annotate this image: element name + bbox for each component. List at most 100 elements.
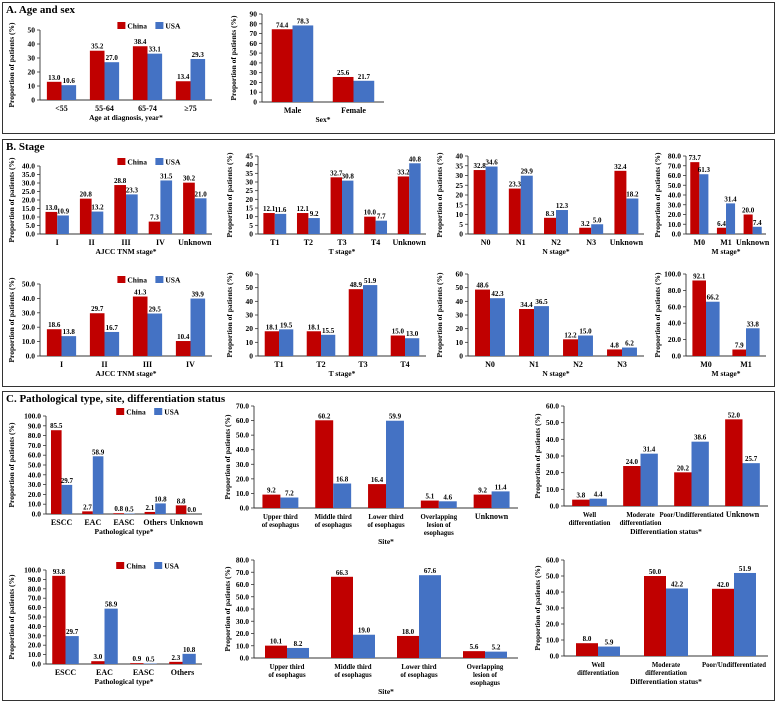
y-tick-label: 10 [456,210,464,219]
bar-china [390,335,405,356]
x-tick-label: II [88,238,94,247]
data-label: 34.4 [520,301,533,309]
bar-usa [321,334,336,356]
legend-label-usa: USA [165,158,181,167]
y-tick-label: 0.0 [240,654,250,663]
bar-china [144,511,156,514]
y-tick-label: 60.0 [236,580,249,589]
y-tick-label: 20.0 [546,620,559,629]
data-label: 0.0 [187,506,196,514]
bar-china [306,331,321,356]
bar-china [563,339,578,356]
bar-china [50,430,62,514]
bar-usa [485,651,507,658]
x-tick-label: ESCC [55,668,77,677]
y-tick-label: 70.0 [236,568,249,577]
x-tick-label: III [143,360,152,369]
bar-china [331,576,353,658]
bar-usa [274,213,287,234]
bar-china [607,349,622,356]
y-axis-label: Proportion of patients (%) [7,157,16,243]
bar-china [397,635,419,658]
data-label: 10.9 [57,207,70,215]
data-label: 18.1 [308,323,321,331]
y-tick-label: 40 [456,297,464,306]
y-tick-label: 5 [459,220,463,229]
data-label: 30.8 [342,173,355,181]
chart-c1: Proportion of patients (%)0.010.020.030.… [7,408,204,537]
data-label: 10.0 [364,209,377,217]
y-tick-label: 60.0 [28,603,41,612]
bar-usa [287,647,309,658]
x-axis-title: Pathological type* [95,677,154,686]
data-label: 29.7 [61,477,74,485]
x-tick-label: I [56,238,59,247]
data-label: 16.8 [336,476,349,484]
bar-china [544,217,556,234]
x-axis-title: N stage* [542,369,570,378]
bar-usa [182,653,196,664]
y-tick-label: 20 [28,68,36,77]
data-label: 13.0 [48,74,61,82]
bar-usa [375,220,388,234]
data-label: 19.0 [358,627,371,635]
data-label: 15.0 [392,328,405,336]
chart-b5: Proportion of patients (%) 0.0 10.0 20.0 30.… [7,276,212,378]
data-label: 21.0 [195,190,208,198]
bar-china [296,213,309,234]
legend-swatch-china [116,562,125,569]
data-label: 0.9 [132,655,141,663]
y-axis-label: Proportion of patients (%) [7,277,16,363]
data-label: 13.0 [406,330,419,338]
y-tick-label: 20 [456,191,464,200]
data-label: 51.9 [739,565,752,573]
data-label: 0.5 [146,656,155,664]
x-axis-title: AJCC TNM stage* [95,247,156,256]
y-tick-label: 40 [246,297,254,306]
bar-china [175,341,191,356]
y-tick-label: 40.0 [668,191,681,200]
x-axis-title: AJCC TNM stage* [95,369,156,378]
y-axis-label: Proportion of patients (%) [225,272,234,358]
bar-usa [534,306,549,356]
y-tick-label: 40.0 [236,445,249,454]
data-label: 34.6 [485,159,498,167]
y-tick-label: 40.0 [546,435,559,444]
data-label: 42.2 [671,580,684,588]
bar-usa [104,62,120,100]
x-axis-title: Site* [378,687,394,696]
y-tick-label: 0.0 [32,510,42,519]
x-tick-label: T4 [400,360,409,369]
x-tick-label: Middle third [334,664,371,671]
y-tick-label: 90.0 [28,575,41,584]
bar-china [463,651,485,658]
data-label: 52.0 [728,411,741,419]
x-tick-label: T2 [304,238,313,247]
data-label: 7.3 [150,214,159,222]
data-label: 8.8 [177,497,186,505]
x-tick-label: differentiation [645,670,687,677]
y-tick-label: 30 [246,178,254,187]
x-tick-label: M1 [720,238,732,247]
y-tick-label: 40.0 [28,622,41,631]
bar-china [743,214,753,234]
y-tick-label: 50.0 [546,572,559,581]
bar-china [692,280,706,356]
y-tick-label: 25 [456,181,464,190]
data-label: 8.0 [583,635,592,643]
legend-swatch-usa [155,22,164,29]
data-label: 60.2 [318,412,331,420]
legend-swatch-china [117,276,126,283]
x-tick-label: IV [186,360,195,369]
y-tick-label: 40 [456,152,464,161]
x-tick-label: of esophagus [268,672,306,679]
data-label: 74.4 [276,21,289,29]
y-tick-label: 10.0 [236,641,249,650]
y-tick-label: 20.0 [28,641,41,650]
bar-china [132,296,148,356]
bar-usa [61,484,73,514]
y-tick-label: 50 [246,283,254,292]
bar-china [674,472,692,506]
data-label: 20.0 [742,207,755,215]
data-label: 2.3 [171,654,180,662]
